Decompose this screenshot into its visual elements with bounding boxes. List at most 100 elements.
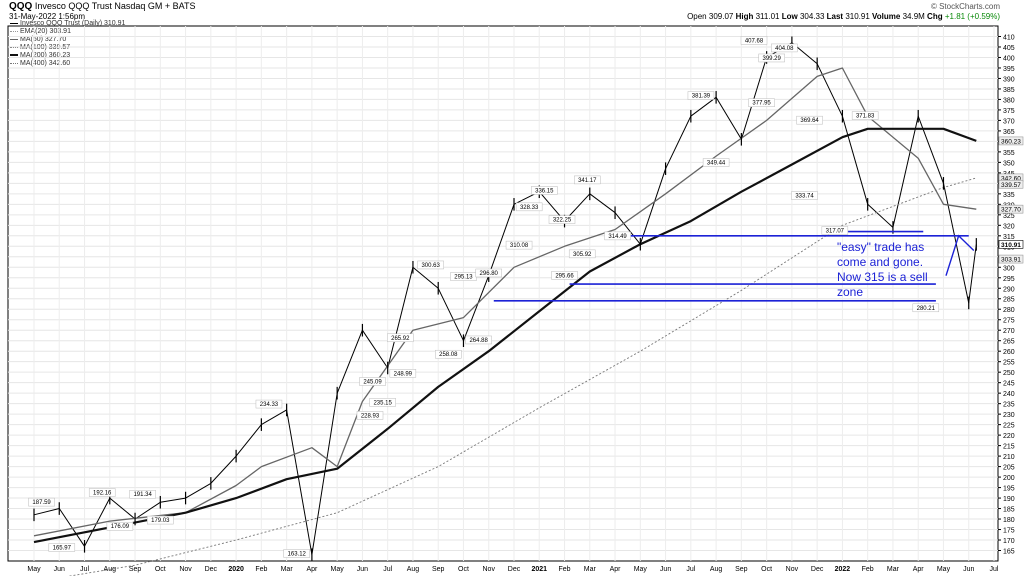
price-label-box xyxy=(771,43,798,53)
price-label-box xyxy=(740,36,768,45)
x-tick-label: Jun xyxy=(660,566,671,573)
y-tick-label: 190 xyxy=(1003,496,1015,503)
legend-swatch xyxy=(10,62,18,64)
x-tick-label: Aug xyxy=(710,566,723,573)
price-label-box xyxy=(129,489,156,499)
y-tick-label: 370 xyxy=(1003,118,1015,125)
price-label-box xyxy=(465,335,492,345)
price-label-box xyxy=(548,215,576,224)
y-tick-label: 395 xyxy=(1003,66,1015,73)
plot-frame xyxy=(7,25,999,562)
price-label: 328.33 xyxy=(520,205,539,211)
right-value-label: 310.91 xyxy=(1001,242,1021,249)
price-label-box xyxy=(48,543,76,552)
price-label: 234.33 xyxy=(260,402,279,408)
price-label: 381.39 xyxy=(692,94,711,100)
price-label-box xyxy=(531,186,558,195)
price-label-box xyxy=(748,98,775,107)
y-tick-label: 230 xyxy=(1003,412,1015,419)
y-tick-label: 405 xyxy=(1003,45,1015,52)
price-label-box xyxy=(758,53,785,63)
price-label-box xyxy=(687,91,715,100)
price-label: 407.68 xyxy=(745,38,764,44)
price-label-box xyxy=(475,268,502,278)
y-tick-label: 400 xyxy=(1003,55,1015,62)
y-tick-label: 260 xyxy=(1003,349,1015,356)
ma-line xyxy=(67,177,977,576)
y-tick-label: 235 xyxy=(1003,402,1015,409)
right-value-label: 342.60 xyxy=(1001,175,1021,182)
legend-swatch xyxy=(10,22,18,24)
legend-label: Invesco QQQ Trust (Daily) 310.91 xyxy=(20,20,126,27)
exchange: Nasdaq GM + BATS xyxy=(114,1,196,11)
y-tick-label: 390 xyxy=(1003,76,1015,83)
price-label-box xyxy=(255,399,283,409)
price-label: 248.99 xyxy=(394,371,413,377)
x-tick-label: Mar xyxy=(281,566,294,573)
price-label: 404.08 xyxy=(775,46,794,52)
x-tick-label: 2021 xyxy=(531,566,547,573)
right-value-box xyxy=(998,136,1024,146)
x-tick-label: Jun xyxy=(357,566,368,573)
y-tick-label: 285 xyxy=(1003,297,1015,304)
x-tick-label: Jun xyxy=(963,566,974,573)
legend-item-ema20: EMA(20) 303.91 xyxy=(10,28,125,36)
open-value: 309.07 xyxy=(708,12,734,21)
price-label: 336.15 xyxy=(535,188,554,194)
legend-label: MA(400) 342.60 xyxy=(20,60,71,67)
chg-value: +1.81 (+0.59%) xyxy=(944,12,1000,21)
x-tick-label: Sep xyxy=(432,566,445,573)
price-label-box xyxy=(515,202,543,212)
x-tick-label: Sep xyxy=(735,566,748,573)
price-label-box xyxy=(702,158,730,167)
right-value-label: 303.91 xyxy=(1001,257,1021,264)
y-tick-label: 300 xyxy=(1003,265,1015,272)
price-label-box xyxy=(106,521,134,531)
right-value-label: 339.57 xyxy=(1001,182,1021,189)
price-label-box xyxy=(387,333,414,343)
legend-item-price: Invesco QQQ Trust (Daily) 310.91 xyxy=(10,20,125,28)
y-tick-label: 245 xyxy=(1003,381,1015,388)
x-tick-label: Feb xyxy=(862,566,874,573)
y-tick-label: 280 xyxy=(1003,307,1015,314)
y-tick-label: 270 xyxy=(1003,328,1015,335)
price-label: 322.25 xyxy=(553,218,572,224)
y-tick-label: 315 xyxy=(1003,234,1015,241)
annotation-arrow xyxy=(945,234,975,276)
volume-value: 34.9M xyxy=(902,12,925,21)
price-label: 300.63 xyxy=(421,263,440,269)
x-tick-label: Feb xyxy=(255,566,267,573)
price-label-box xyxy=(551,271,578,280)
annotation-line: "easy" trade has xyxy=(837,240,925,254)
y-tick-label: 240 xyxy=(1003,391,1015,398)
y-tick-label: 275 xyxy=(1003,318,1015,325)
price-label: 317.07 xyxy=(826,228,845,234)
right-value-box xyxy=(998,204,1024,214)
y-tick-label: 225 xyxy=(1003,423,1015,430)
price-label: 305.92 xyxy=(573,252,592,258)
price-label: 333.74 xyxy=(795,193,814,199)
y-tick-label: 195 xyxy=(1003,486,1015,493)
y-tick-label: 265 xyxy=(1003,339,1015,346)
x-tick-label: Dec xyxy=(811,566,824,573)
price-label: 265.92 xyxy=(391,336,410,342)
price-label: 310.08 xyxy=(510,243,529,249)
price-label-box xyxy=(435,349,462,359)
legend-label: EMA(20) 303.91 xyxy=(20,28,71,35)
price-label-box xyxy=(369,398,396,407)
price-label: 349.44 xyxy=(707,161,726,167)
x-tick-label: Dec xyxy=(508,566,521,573)
y-tick-label: 295 xyxy=(1003,276,1015,283)
y-tick-label: 185 xyxy=(1003,507,1015,514)
y-tick-label: 385 xyxy=(1003,87,1015,94)
price-label-box xyxy=(796,115,823,125)
legend-item-ma50: MA(50) 327.70 xyxy=(10,36,125,44)
x-tick-label: 2020 xyxy=(228,566,244,573)
y-tick-label: 165 xyxy=(1003,549,1015,556)
x-tick-label: Mar xyxy=(887,566,900,573)
price-label-box xyxy=(568,249,596,259)
price-label-box xyxy=(791,191,818,200)
right-value-box xyxy=(998,179,1024,189)
legend-swatch xyxy=(10,38,18,40)
